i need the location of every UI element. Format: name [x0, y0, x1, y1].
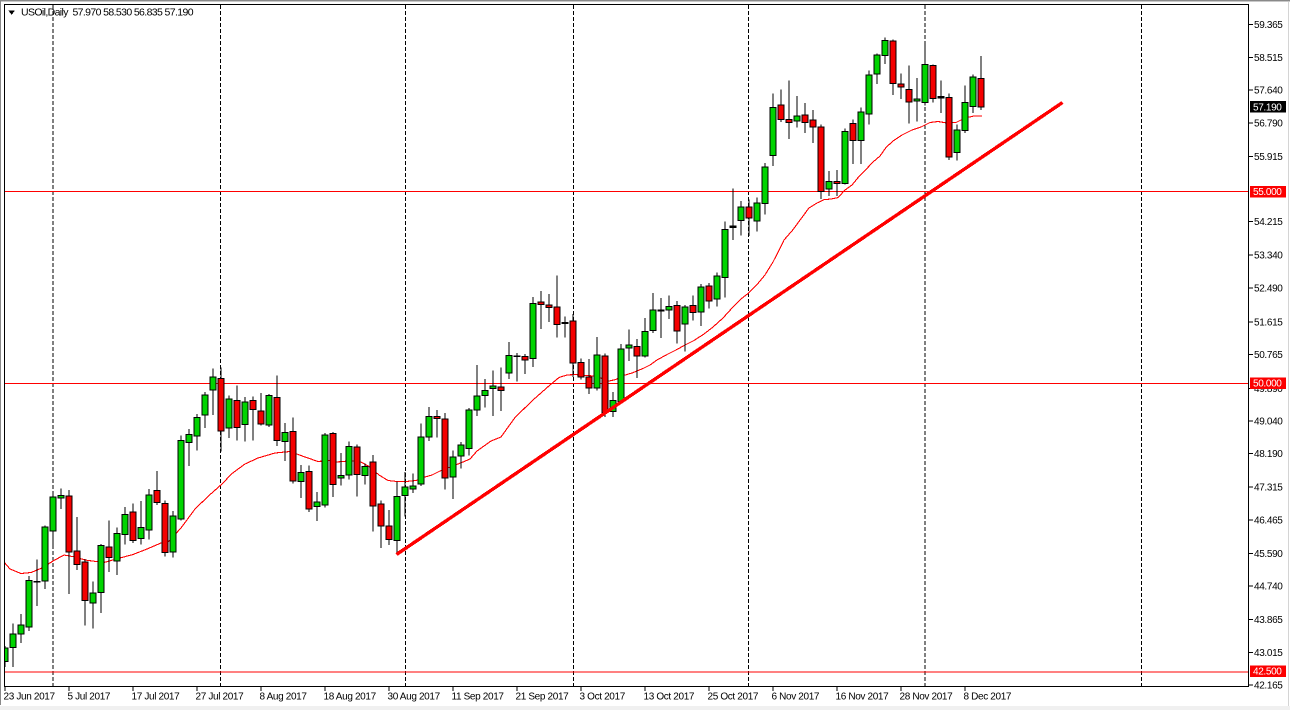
svg-text:53.340: 53.340	[1254, 251, 1283, 262]
svg-text:59.365: 59.365	[1254, 20, 1283, 31]
svg-text:27 Jul 2017: 27 Jul 2017	[196, 692, 245, 703]
svg-text:55.000: 55.000	[1253, 187, 1282, 198]
svg-text:23 Jun 2017: 23 Jun 2017	[4, 692, 56, 703]
svg-text:44.740: 44.740	[1254, 582, 1283, 593]
svg-text:58.515: 58.515	[1254, 53, 1283, 64]
svg-text:USOil,Daily 57.970 58.530 56.: USOil,Daily 57.970 58.530 56.835 57.190	[21, 7, 194, 19]
svg-text:13 Oct 2017: 13 Oct 2017	[644, 692, 695, 703]
svg-text:52.490: 52.490	[1254, 284, 1283, 295]
svg-text:3 Oct 2017: 3 Oct 2017	[580, 692, 626, 703]
svg-text:56.790: 56.790	[1254, 119, 1283, 130]
svg-text:18 Aug 2017: 18 Aug 2017	[324, 692, 377, 703]
svg-text:6 Nov 2017: 6 Nov 2017	[772, 692, 820, 703]
svg-text:8 Dec 2017: 8 Dec 2017	[964, 692, 1012, 703]
svg-text:17 Jul 2017: 17 Jul 2017	[132, 692, 181, 703]
svg-text:48.190: 48.190	[1254, 449, 1283, 460]
svg-text:43.865: 43.865	[1254, 615, 1283, 626]
svg-text:42.500: 42.500	[1253, 667, 1282, 678]
svg-text:21 Sep 2017: 21 Sep 2017	[516, 692, 570, 703]
svg-text:5 Jul 2017: 5 Jul 2017	[68, 692, 111, 703]
svg-text:25 Oct 2017: 25 Oct 2017	[708, 692, 759, 703]
svg-text:54.215: 54.215	[1254, 217, 1283, 228]
svg-text:42.165: 42.165	[1254, 681, 1283, 692]
svg-text:16 Nov 2017: 16 Nov 2017	[836, 692, 890, 703]
svg-text:49.890: 49.890	[1254, 384, 1283, 395]
svg-text:51.615: 51.615	[1254, 318, 1283, 329]
svg-text:11 Sep 2017: 11 Sep 2017	[452, 692, 505, 703]
svg-text:50.765: 50.765	[1254, 350, 1283, 361]
svg-text:55.915: 55.915	[1254, 152, 1283, 163]
svg-text:57.640: 57.640	[1254, 86, 1283, 97]
svg-text:28 Nov 2017: 28 Nov 2017	[900, 692, 954, 703]
svg-text:49.040: 49.040	[1254, 416, 1283, 427]
svg-text:50.000: 50.000	[1253, 379, 1282, 390]
svg-text:47.315: 47.315	[1254, 483, 1283, 494]
svg-text:43.015: 43.015	[1254, 648, 1283, 659]
svg-text:8 Aug 2017: 8 Aug 2017	[260, 692, 308, 703]
svg-text:30 Aug 2017: 30 Aug 2017	[388, 692, 441, 703]
svg-text:46.465: 46.465	[1254, 515, 1283, 526]
svg-text:45.590: 45.590	[1254, 549, 1283, 560]
svg-text:57.190: 57.190	[1253, 102, 1282, 113]
